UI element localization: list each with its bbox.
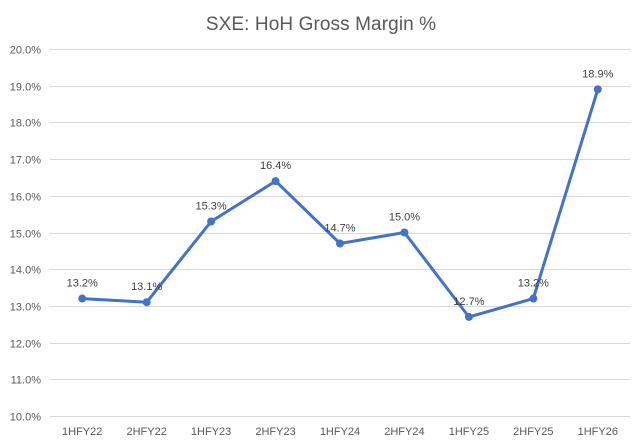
x-tick-label: 1HFY22	[62, 426, 102, 438]
data-label: 18.9%	[582, 68, 613, 80]
x-tick-label: 2HFY22	[126, 426, 166, 438]
x-tick-label: 1HFY23	[191, 426, 231, 438]
data-label: 13.1%	[131, 281, 162, 293]
y-tick-label: 19.0%	[10, 82, 41, 94]
data-point	[336, 239, 344, 248]
data-label: 15.3%	[196, 200, 227, 212]
y-tick-label: 14.0%	[10, 265, 41, 277]
data-label: 15.0%	[389, 212, 420, 224]
y-tick-label: 10.0%	[10, 412, 41, 424]
x-tick-label: 2HFY24	[384, 426, 424, 438]
data-label: 14.7%	[324, 223, 355, 235]
data-label: 13.2%	[67, 278, 98, 290]
x-tick-label: 2HFY25	[513, 426, 553, 438]
y-tick-label: 18.0%	[10, 118, 41, 130]
y-tick-label: 13.0%	[10, 302, 41, 314]
y-tick-label: 12.0%	[10, 339, 41, 351]
data-label: 16.4%	[260, 160, 291, 172]
data-label: 13.2%	[518, 278, 549, 290]
y-tick-label: 15.0%	[10, 229, 41, 241]
data-point	[400, 228, 409, 237]
data-point	[142, 298, 151, 307]
y-tick-label: 17.0%	[10, 155, 41, 167]
chart-title: SXE: HoH Gross Margin %	[205, 14, 437, 35]
data-point	[529, 294, 538, 303]
x-tick-label: 2HFY23	[255, 426, 295, 438]
data-point	[593, 85, 602, 94]
data-label: 12.7%	[453, 296, 484, 308]
data-point	[271, 177, 280, 186]
y-tick-label: 20.0%	[10, 45, 41, 57]
data-point	[464, 312, 473, 321]
x-tick-label: 1HFY26	[578, 426, 618, 438]
data-point	[78, 294, 87, 303]
x-tick-label: 1HFY24	[320, 426, 360, 438]
y-tick-label: 16.0%	[10, 192, 41, 204]
x-tick-label: 1HFY25	[449, 426, 489, 438]
y-tick-label: 11.0%	[11, 375, 42, 387]
data-point	[207, 217, 216, 226]
